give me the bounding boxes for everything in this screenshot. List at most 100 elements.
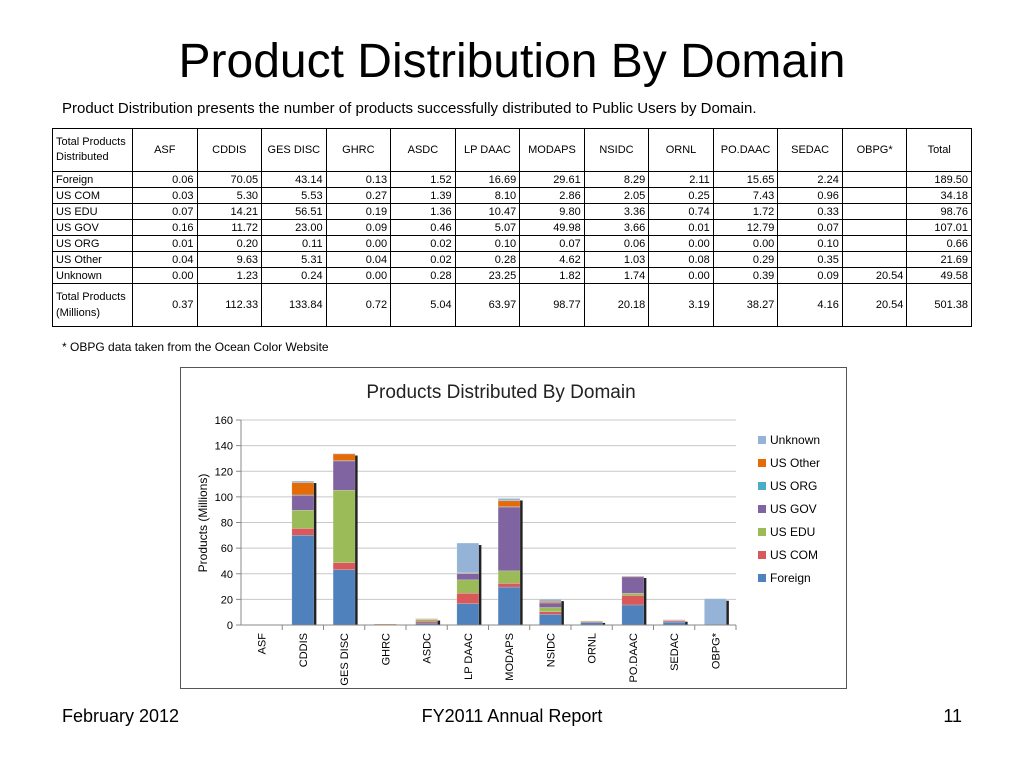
table-row-label: US Other bbox=[52, 251, 133, 268]
table-row: Foreign 0.06 70.05 43.14 0.13 1.52 16.69 29.61 8… bbox=[52, 171, 972, 188]
bar-segment bbox=[580, 621, 603, 623]
table-cell: 0.16 bbox=[132, 219, 198, 236]
table-cell: 0.02 bbox=[390, 251, 456, 268]
bar-segment bbox=[415, 618, 438, 620]
table-cell: 0.00 bbox=[132, 267, 198, 284]
table-cell: 0.02 bbox=[390, 235, 456, 252]
table-row-label: US COM bbox=[52, 187, 133, 204]
table-cell: 0.07 bbox=[519, 235, 585, 252]
table-cell: 8.10 bbox=[454, 187, 521, 204]
bar-segment bbox=[332, 460, 356, 491]
bar-segment bbox=[539, 607, 562, 613]
table-row: US GOV 0.16 11.72 23.00 0.09 0.46 5.07 49.98 3.6… bbox=[52, 219, 972, 236]
table-cell: 15.65 bbox=[712, 171, 779, 188]
bar-segment bbox=[291, 480, 315, 483]
table-total-row: Total Products (Millions) 0.37 112.33 133.8… bbox=[52, 283, 972, 327]
table-cell: 0.03 bbox=[132, 187, 198, 204]
table-cell bbox=[841, 171, 908, 188]
table-cell: 0.29 bbox=[712, 251, 779, 268]
bar-segment bbox=[456, 579, 480, 594]
bar-segment bbox=[497, 586, 521, 626]
table-cell: 0.28 bbox=[390, 267, 456, 284]
table-cell: 29.61 bbox=[519, 171, 585, 188]
x-tick-label: ORNL bbox=[587, 633, 599, 664]
table-cell: 1.74 bbox=[583, 267, 650, 284]
table-row-label: Total Products (Millions) bbox=[52, 283, 133, 327]
table-cell: 0.00 bbox=[648, 235, 714, 252]
bar-segment bbox=[497, 498, 521, 502]
bar-segment bbox=[332, 489, 356, 563]
table-cell: 49.58 bbox=[906, 267, 972, 284]
table-cell: 0.74 bbox=[648, 203, 714, 220]
table-cell: 4.16 bbox=[777, 283, 843, 327]
x-tick-label: OBPG* bbox=[710, 632, 722, 669]
table-header-row: Total Products Distributed ASF CDDIS GES D… bbox=[52, 128, 972, 172]
bar-segment bbox=[621, 592, 645, 596]
legend-swatch bbox=[758, 551, 766, 559]
table-cell: 0.06 bbox=[583, 235, 650, 252]
table-row-label: US GOV bbox=[52, 219, 133, 236]
stacked-bar-chart: Products Distributed By Domain Products … bbox=[196, 382, 820, 686]
x-tick-label: ASF bbox=[257, 633, 269, 655]
table-cell: 0.27 bbox=[325, 187, 392, 204]
table-cell: 11.72 bbox=[196, 219, 263, 236]
table-cell: 20.54 bbox=[841, 267, 908, 284]
table-cell: 1.72 bbox=[712, 203, 779, 220]
y-tick-label: 80 bbox=[221, 518, 233, 530]
legend-swatch bbox=[758, 459, 766, 467]
bar-segment bbox=[621, 575, 645, 577]
table-cell: 0.20 bbox=[196, 235, 263, 252]
table-cell: 0.10 bbox=[454, 235, 521, 252]
x-tick-label: PO.DAAC bbox=[628, 633, 640, 683]
table-cell: 0.13 bbox=[325, 171, 392, 188]
bar-segment bbox=[621, 595, 645, 606]
y-tick-label: 0 bbox=[227, 620, 233, 632]
table-cell: 0.07 bbox=[132, 203, 198, 220]
table-column-header: SEDAC bbox=[777, 128, 843, 172]
y-tick-label: 40 bbox=[221, 569, 233, 581]
legend-swatch bbox=[758, 505, 766, 513]
table-column-header: ASDC bbox=[390, 128, 456, 172]
table-cell: 0.39 bbox=[712, 267, 779, 284]
table-header: Total Products Distributed ASF CDDIS GES D… bbox=[52, 128, 972, 172]
table-row: US Other 0.04 9.63 5.31 0.04 0.02 0.28 4.62 1.03… bbox=[52, 251, 972, 268]
table-cell: 0.04 bbox=[132, 251, 198, 268]
x-tick-label: MODAPS bbox=[504, 633, 516, 681]
table-cell: 21.69 bbox=[906, 251, 972, 268]
table-cell: 56.51 bbox=[261, 203, 327, 220]
bar-shadow bbox=[355, 455, 358, 625]
bar-segment bbox=[291, 482, 315, 496]
table-row: Unknown 0.00 1.23 0.24 0.00 0.28 23.25 1.82 1.74… bbox=[52, 267, 972, 284]
table-column-header: LP DAAC bbox=[454, 128, 521, 172]
table-row-label: US ORG bbox=[52, 235, 133, 252]
table-cell: 1.23 bbox=[196, 267, 263, 284]
table-row: US ORG 0.01 0.20 0.11 0.00 0.02 0.10 0.07 0.06 0.… bbox=[52, 235, 972, 252]
bar-shadow bbox=[726, 600, 729, 625]
footnote: * OBPG data taken from the Ocean Color W… bbox=[62, 340, 329, 354]
legend-label: US ORG bbox=[770, 479, 817, 493]
table-cell: 3.36 bbox=[583, 203, 650, 220]
table-cell: 9.63 bbox=[196, 251, 263, 268]
table-cell: 7.43 bbox=[712, 187, 779, 204]
table-cell: 5.31 bbox=[261, 251, 327, 268]
table-cell: 0.00 bbox=[325, 235, 392, 252]
bar-shadow bbox=[561, 601, 564, 625]
bar-segment bbox=[621, 576, 645, 594]
table-cell: 5.04 bbox=[390, 283, 456, 327]
table-cell: 12.79 bbox=[712, 219, 779, 236]
legend-swatch bbox=[758, 482, 766, 490]
table-cell: 0.09 bbox=[325, 219, 392, 236]
legend-label: Foreign bbox=[770, 571, 811, 585]
table-cell: 0.33 bbox=[777, 203, 843, 220]
table-row: US COM 0.03 5.30 5.53 0.27 1.39 8.10 2.86 2.05 0.… bbox=[52, 187, 972, 204]
table-cell: 0.46 bbox=[390, 219, 456, 236]
table-cell: 0.11 bbox=[261, 235, 327, 252]
table-cell bbox=[841, 203, 908, 220]
table-cell: 1.52 bbox=[390, 171, 456, 188]
y-tick-label: 60 bbox=[221, 543, 233, 555]
table-cell: 0.37 bbox=[132, 283, 198, 327]
table-cell: 0.96 bbox=[777, 187, 843, 204]
y-tick-label: 160 bbox=[215, 415, 233, 427]
table-cell: 0.25 bbox=[648, 187, 714, 204]
table-cell: 38.27 bbox=[712, 283, 779, 327]
